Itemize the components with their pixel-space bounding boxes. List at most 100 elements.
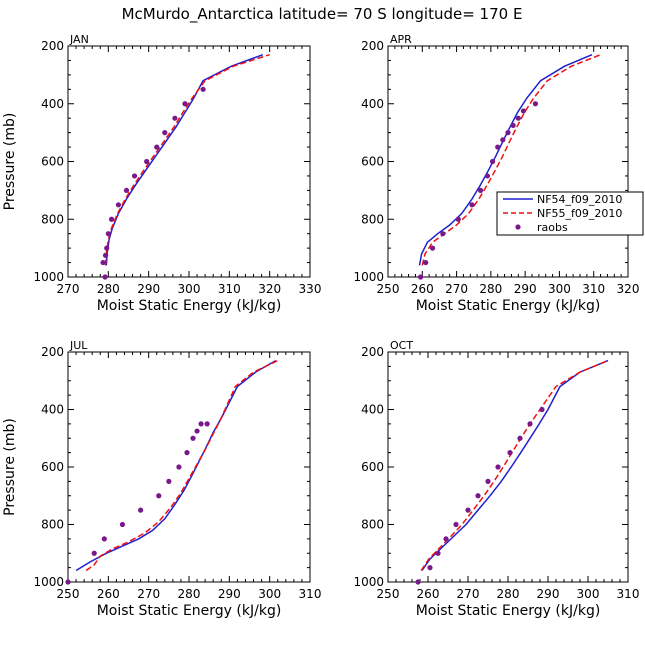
raobs-point [172,115,178,121]
x-axis-label: Moist Static Energy (kJ/kg) [416,298,601,314]
raobs-point [510,122,516,129]
raobs-point [477,187,484,193]
panel-apr: APR 250 260 270 280 290 300 310 320 200 400 600 800 1… [353,33,639,314]
x-tick-label: 290 [537,587,560,601]
y-tick-label: 1000 [33,575,64,589]
legend-label-nf54: NF54_f09_2010 [537,193,622,206]
x-tick-label: 290 [137,282,160,296]
raobs-point [204,421,210,427]
x-tick-label: 310 [218,282,241,296]
plot-frame [67,351,311,583]
x-tick-label: 270 [457,587,480,601]
raobs-point [527,421,533,427]
panel-oct: OCT 250 260 270 280 290 300 310 200 400 600 800 1000… [353,339,639,619]
y-tick-label: 600 [361,155,384,169]
raobs-point [65,579,71,585]
raobs-point [138,507,144,513]
x-tick-label: 310 [299,587,322,601]
x-axis-label: Moist Static Energy (kJ/kg) [416,603,601,619]
legend-marker-raobs [515,224,521,230]
raobs-point [123,187,130,193]
raobs-point [156,493,162,499]
y-tick-label: 1000 [33,270,64,284]
series-line-nf54 [105,53,264,266]
raobs-point [495,144,501,150]
x-tick-label: 280 [97,282,120,296]
raobs-point [495,464,501,470]
raobs-point [115,202,122,208]
series-line-nf55 [421,54,601,266]
raobs-point [176,464,182,470]
x-tick-label: 300 [178,282,201,296]
raobs-point [429,245,436,251]
legend-label-nf55: NF55_f09_2010 [537,207,622,220]
raobs-point [469,202,475,208]
y-tick-label: 400 [41,403,64,417]
y-axis-label: Pressure (mb) [2,418,18,516]
raobs-point [182,101,188,107]
raobs-point [200,86,206,92]
raobs-point [198,421,204,427]
plot-frame [387,45,629,278]
legend: NF54_f09_2010 NF55_f09_2010 raobs [496,191,644,236]
raobs-point [443,536,449,542]
raobs-point [119,521,126,528]
raobs-point [415,579,421,585]
panel-title: JUL [69,339,88,352]
series-line-nf54 [418,54,593,266]
raobs-point [144,158,150,165]
raobs-point [453,521,459,528]
raobs-point [500,137,506,143]
x-tick-label: 290 [218,587,241,601]
raobs-point [475,493,481,499]
panel-title: APR [390,33,412,46]
raobs-point [131,173,138,179]
x-tick-label: 290 [514,282,537,296]
x-tick-label: 270 [57,282,80,296]
panel-jan: JAN 270 280 290 300 310 320 330 200 400 600 800 1000… [2,33,321,314]
raobs-point [423,259,429,266]
y-tick-label: 200 [361,39,384,53]
y-tick-label: 800 [41,212,64,226]
raobs-point [190,435,196,441]
raobs-point [465,507,471,513]
y-tick-label: 1000 [353,270,384,284]
series-line-nf54 [421,359,609,571]
x-axis-label: Moist Static Energy (kJ/kg) [97,603,282,619]
y-tick-label: 400 [41,97,64,111]
raobs-point [102,274,108,280]
panel-jul: JUL 250 260 270 280 290 300 310 200 400 600 800 1000… [2,339,321,619]
raobs-point [515,115,521,121]
y-tick-label: 200 [41,345,64,359]
raobs-point [440,231,446,237]
raobs-point [517,435,523,441]
raobs-point [417,274,424,280]
y-tick-label: 600 [41,460,64,474]
panel-title: OCT [390,339,413,352]
plot-frame [387,351,629,583]
y-tick-label: 600 [41,155,64,169]
raobs-point [108,216,115,222]
raobs-point [194,428,200,434]
x-tick-label: 250 [57,587,80,601]
x-tick-label: 300 [258,587,281,601]
raobs-point [101,536,107,542]
series-line-nf55 [420,359,609,571]
figure-title: McMurdo_Antarctica latitude= 70 S longit… [122,5,523,24]
y-tick-label: 400 [361,403,384,417]
raobs-point [484,173,491,179]
raobs-point [455,216,461,222]
x-tick-label: 250 [377,587,400,601]
y-tick-label: 400 [361,97,384,111]
raobs-point [162,130,168,136]
x-tick-label: 260 [417,587,440,601]
x-tick-label: 320 [617,282,640,296]
raobs-point [91,550,97,556]
legend-label-raobs: raobs [537,221,568,234]
series-line-nf55 [104,53,270,266]
y-tick-label: 800 [361,212,384,226]
raobs-point [105,231,111,237]
x-tick-label: 270 [445,282,468,296]
raobs-point [102,252,109,258]
plot-frame [67,45,311,278]
